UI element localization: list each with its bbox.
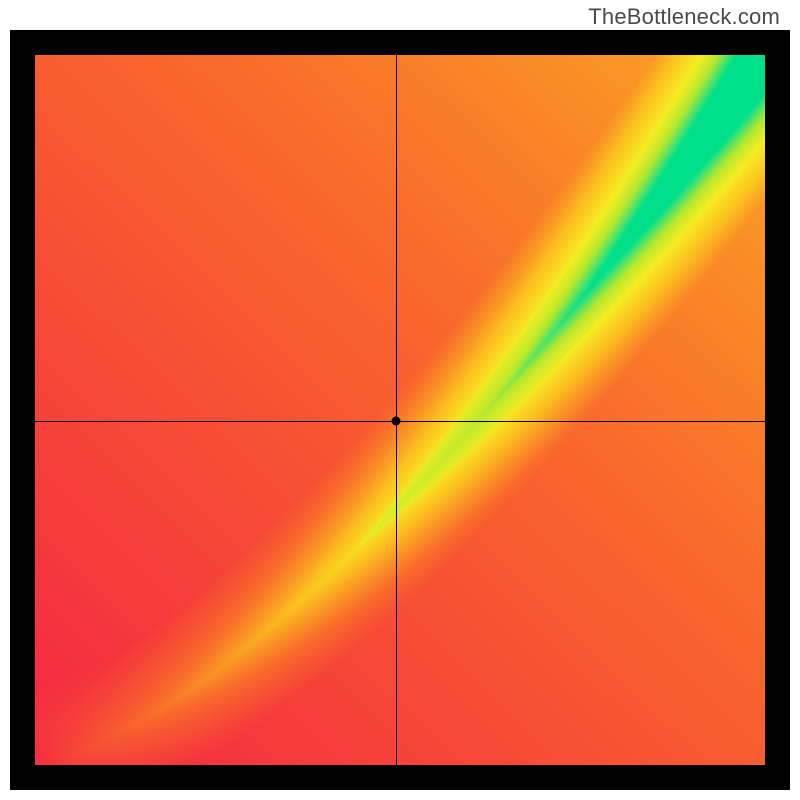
crosshair-dot [392, 416, 401, 425]
stage: TheBottleneck.com [0, 0, 800, 800]
chart-frame [10, 30, 790, 790]
crosshair-vertical [396, 55, 397, 765]
bottleneck-heatmap [35, 55, 765, 765]
watermark-text: TheBottleneck.com [588, 4, 780, 30]
